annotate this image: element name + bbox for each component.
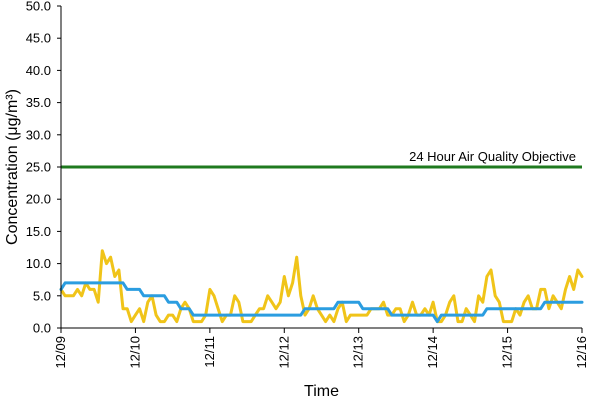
x-tick-label: 12/10 (127, 336, 142, 369)
y-tick-label: 40.0 (26, 63, 51, 78)
y-tick-label: 0.0 (33, 321, 51, 336)
y-tick-label: 25.0 (26, 160, 51, 175)
x-tick-label: 12/15 (500, 336, 515, 369)
y-axis-title: Concentration (μg/m³) (4, 89, 21, 245)
y-tick-label: 5.0 (33, 288, 51, 303)
x-tick-label: 12/16 (574, 336, 589, 369)
y-tick-label: 45.0 (26, 31, 51, 46)
x-tick-label: 12/09 (53, 336, 68, 369)
x-tick-label: 12/14 (425, 336, 440, 369)
y-tick-label: 15.0 (26, 224, 51, 239)
x-axis-title: Time (304, 383, 339, 400)
x-tick-label: 12/11 (202, 336, 217, 368)
x-tick-label: 12/13 (351, 336, 366, 369)
series-line-1 (59, 249, 584, 324)
series-line-2 (59, 281, 584, 324)
x-axis-ticks: 12/09 12/10 12/11 12/12 12/13 12/14 12/15 12/16 (53, 328, 589, 369)
series-layer (59, 165, 584, 324)
x-tick-label: 12/12 (276, 336, 291, 369)
y-tick-label: 10.0 (26, 256, 51, 271)
objective-label: 24 Hour Air Quality Objective (409, 149, 576, 164)
y-tick-label: 35.0 (26, 95, 51, 110)
y-tick-label: 20.0 (26, 192, 51, 207)
y-tick-label: 30.0 (26, 127, 51, 142)
y-tick-label: 50.0 (26, 0, 51, 14)
y-axis-ticks: 0.0 5.0 10.0 15.0 20.0 25.0 30.0 35.0 40.0 45.0 50… (26, 0, 61, 336)
